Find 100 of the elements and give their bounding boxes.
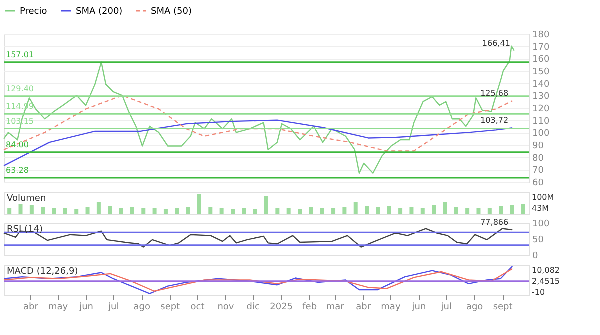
bar bbox=[164, 209, 168, 214]
x-tick-label: may bbox=[48, 302, 69, 312]
y-tick-label: 170 bbox=[532, 42, 550, 53]
x-tick-label: dic bbox=[246, 302, 260, 312]
bar bbox=[466, 208, 470, 214]
y-tick-label: 110 bbox=[532, 116, 550, 127]
bar bbox=[298, 209, 302, 214]
text: 43M bbox=[532, 204, 550, 213]
text: 10,082 bbox=[532, 266, 560, 275]
bar bbox=[86, 207, 90, 214]
x-tick-label: sept bbox=[493, 302, 514, 312]
x-tick-label: jun bbox=[411, 302, 426, 312]
x-tick-label: ago bbox=[134, 302, 151, 312]
y-tick-label: 160 bbox=[532, 55, 550, 66]
y-tick-label: 150 bbox=[532, 68, 550, 78]
annotation: 77,866 bbox=[480, 218, 509, 228]
bar bbox=[242, 208, 246, 214]
bar bbox=[320, 208, 324, 214]
chart-title: MACD (12,26,9) bbox=[7, 267, 78, 277]
x-tick-label: jul bbox=[440, 302, 452, 312]
ref-line-label: 63.28 bbox=[6, 166, 29, 175]
y-tick-label: 60 bbox=[532, 178, 544, 188]
bar bbox=[476, 208, 481, 214]
y-tick-label: 140 bbox=[532, 80, 550, 90]
bar bbox=[119, 208, 124, 214]
line-series bbox=[3, 46, 516, 174]
x-tick-label: jun bbox=[78, 302, 94, 312]
bar bbox=[398, 208, 403, 214]
bar bbox=[175, 208, 180, 214]
y-tick-label: 50 bbox=[532, 236, 544, 246]
bar bbox=[488, 208, 492, 214]
bar bbox=[152, 208, 157, 214]
bar bbox=[309, 207, 314, 214]
y-tick-label: 130 bbox=[532, 92, 550, 102]
bar bbox=[74, 209, 79, 214]
bar bbox=[443, 202, 448, 214]
bar bbox=[208, 207, 213, 214]
bar bbox=[8, 208, 12, 214]
bar bbox=[197, 194, 202, 214]
x-tick-label: 2025 bbox=[270, 302, 294, 312]
bar bbox=[432, 205, 436, 214]
text: 100M bbox=[532, 193, 554, 202]
x-tick-label: oct bbox=[190, 302, 206, 312]
x-tick-label: ago bbox=[466, 302, 484, 312]
bar bbox=[142, 208, 146, 214]
bar bbox=[96, 202, 101, 214]
bar bbox=[52, 208, 56, 214]
bar bbox=[286, 208, 291, 214]
annotation: 103,72 bbox=[480, 116, 509, 126]
bar bbox=[342, 207, 347, 214]
bar bbox=[454, 207, 458, 214]
y-tick-label: 0 bbox=[532, 252, 538, 262]
bar bbox=[220, 208, 224, 214]
bar bbox=[499, 206, 504, 214]
y-tick-label: 120 bbox=[532, 104, 550, 114]
bar bbox=[130, 207, 134, 214]
y-tick-label: 80 bbox=[532, 154, 544, 164]
x-tick-label: nov bbox=[218, 302, 235, 312]
x-tick-label: abr bbox=[356, 302, 372, 312]
bar bbox=[354, 202, 358, 214]
bar bbox=[332, 208, 336, 214]
line-series bbox=[3, 95, 514, 152]
bar bbox=[18, 204, 23, 214]
legend-label: Precio bbox=[20, 7, 48, 17]
bar bbox=[387, 206, 392, 214]
legend-label: SMA (50) bbox=[151, 7, 192, 17]
y-tick-label: 100 bbox=[532, 220, 550, 230]
bar bbox=[521, 204, 526, 214]
bar bbox=[108, 206, 112, 214]
text: -10 bbox=[532, 288, 546, 297]
ref-line-label: 157.01 bbox=[6, 50, 34, 60]
bar bbox=[276, 208, 280, 214]
x-tick-label: mar bbox=[326, 302, 345, 312]
bar bbox=[41, 207, 46, 214]
bar bbox=[365, 206, 370, 214]
ref-line-label: 129.40 bbox=[6, 84, 34, 94]
y-tick-label: 180 bbox=[532, 30, 550, 40]
bar bbox=[30, 205, 34, 214]
bar bbox=[376, 207, 380, 214]
x-tick-label: may bbox=[381, 302, 402, 312]
bar bbox=[264, 196, 268, 214]
text: 2,4515 bbox=[532, 277, 560, 286]
y-tick-label: 100 bbox=[532, 129, 550, 140]
y-tick-label: 70 bbox=[532, 166, 544, 176]
bar bbox=[420, 208, 425, 214]
legend-label: SMA (200) bbox=[76, 7, 123, 17]
bar bbox=[230, 209, 235, 214]
x-tick-label: jul bbox=[108, 302, 120, 312]
bar bbox=[253, 209, 258, 214]
x-tick-label: feb bbox=[302, 302, 318, 312]
bar bbox=[186, 207, 190, 214]
chart-title: Volumen bbox=[7, 194, 46, 204]
bar bbox=[510, 205, 514, 214]
annotation: 166,41 bbox=[482, 38, 510, 48]
ref-line-label: 84.00 bbox=[6, 140, 29, 150]
x-tick-label: abr bbox=[23, 302, 39, 312]
y-tick-label: 90 bbox=[532, 142, 544, 152]
x-tick-label: sept bbox=[160, 302, 181, 312]
bar bbox=[410, 207, 414, 214]
bar bbox=[63, 208, 68, 214]
